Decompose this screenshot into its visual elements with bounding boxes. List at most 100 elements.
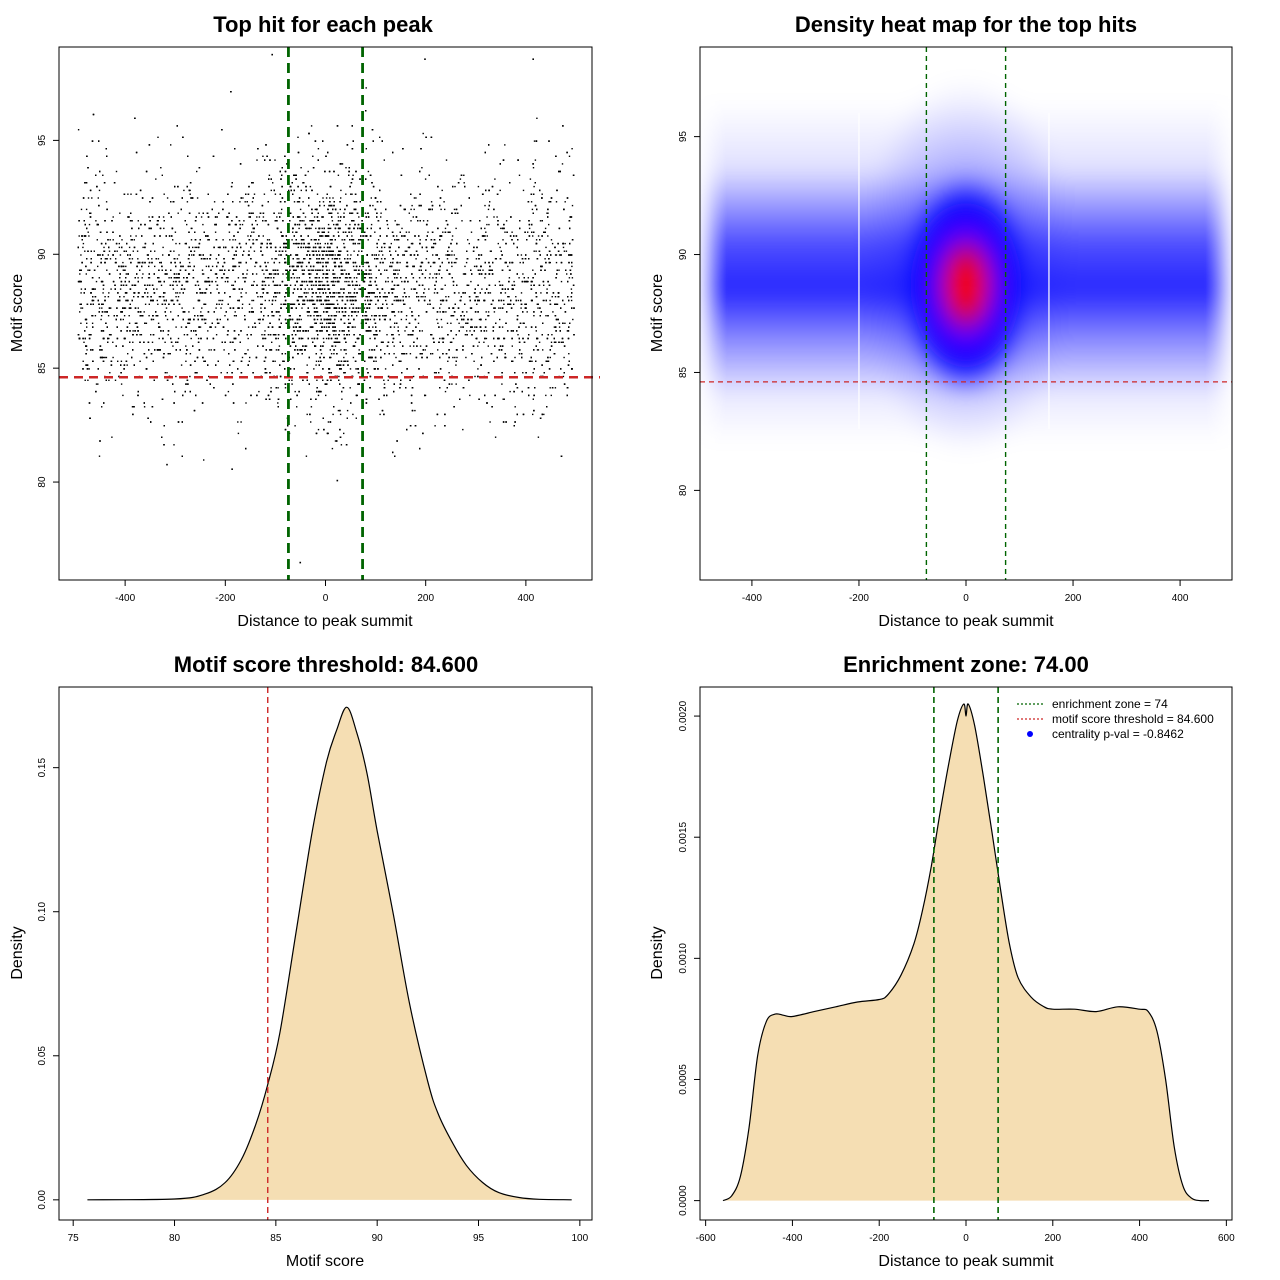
- scatter-point: [175, 242, 177, 245]
- scatter-point: [275, 349, 278, 351]
- scatter-point: [461, 220, 463, 222]
- scatter-point: [355, 269, 357, 271]
- scatter-point: [536, 117, 538, 119]
- scatter-point: [390, 242, 392, 245]
- scatter-point: [140, 334, 143, 336]
- scatter-point: [122, 269, 124, 271]
- scatter-point: [132, 330, 134, 332]
- scatter-point: [259, 296, 262, 298]
- scatter-point: [221, 299, 224, 302]
- scatter-point: [386, 307, 389, 309]
- scatter-point: [511, 231, 513, 233]
- scatter-point: [334, 337, 337, 340]
- scatter-point: [518, 277, 520, 279]
- scatter-point: [266, 269, 268, 271]
- scatter-point: [432, 277, 434, 279]
- scatter-point: [336, 292, 338, 294]
- scatter-point: [345, 193, 347, 195]
- scatter-point: [148, 315, 150, 317]
- scatter-point: [297, 246, 299, 249]
- scatter-point: [261, 288, 263, 290]
- scatter-point: [139, 360, 141, 362]
- scatter-point: [413, 208, 415, 211]
- scatter-point: [455, 227, 457, 230]
- scatter-point: [561, 163, 564, 165]
- scatter-point: [385, 315, 387, 317]
- scatter-point: [157, 303, 159, 305]
- scatter-point: [466, 311, 468, 313]
- scatter-point: [95, 280, 98, 283]
- scatter-point: [114, 379, 117, 381]
- scatter-point: [205, 265, 208, 268]
- scatter-point: [101, 406, 103, 408]
- scatter-point: [352, 311, 354, 313]
- scatter-point: [550, 341, 553, 343]
- scatter-point: [346, 277, 348, 279]
- scatter-point: [197, 337, 200, 340]
- scatter-point: [292, 231, 294, 233]
- scatter-point: [155, 178, 157, 180]
- scatter-point: [370, 223, 373, 226]
- scatter-point: [217, 246, 220, 249]
- scatter-point: [346, 417, 348, 419]
- scatter-point: [408, 296, 410, 298]
- scatter-point: [448, 372, 450, 374]
- scatter-point: [328, 227, 331, 230]
- scatter-point: [327, 227, 329, 230]
- scatter-point: [313, 284, 315, 286]
- scatter-point: [302, 182, 304, 184]
- scatter-point: [172, 345, 174, 347]
- scatter-point: [120, 383, 123, 385]
- scatter-point: [520, 254, 523, 256]
- scatter-point: [364, 235, 366, 237]
- scatter-point: [343, 212, 345, 214]
- scatter-point: [326, 322, 328, 324]
- scatter-point: [387, 277, 389, 279]
- scatter-point: [193, 250, 196, 252]
- scatter-point: [220, 299, 222, 302]
- scatter-point: [253, 231, 255, 233]
- scatter-point: [327, 299, 329, 302]
- scatter-point: [469, 330, 471, 332]
- scatter-point: [424, 394, 427, 397]
- scatter-point: [331, 220, 334, 222]
- scatter-point: [194, 246, 196, 249]
- scatter-point: [532, 167, 535, 169]
- scatter-point: [122, 261, 124, 264]
- scatter-point: [527, 277, 529, 279]
- scatter-point: [363, 288, 366, 290]
- scatter-point: [494, 436, 497, 438]
- scatter-point: [538, 341, 541, 343]
- scatter-point: [422, 296, 424, 298]
- scatter-point: [200, 311, 202, 313]
- scatter-point: [412, 277, 414, 279]
- scatter-point: [252, 239, 254, 241]
- scatter-point: [522, 273, 524, 275]
- scatter-point: [380, 216, 382, 218]
- scatter-point: [242, 277, 244, 279]
- scatter-point: [307, 170, 309, 173]
- scatter-point: [366, 227, 369, 230]
- scatter-point: [167, 334, 169, 336]
- scatter-point: [279, 246, 281, 249]
- scatter-point: [396, 284, 398, 286]
- scatter-point: [365, 87, 367, 89]
- scatter-point: [549, 261, 551, 264]
- scatter-point: [422, 132, 424, 135]
- scatter-point: [274, 193, 277, 195]
- scatter-point: [100, 318, 102, 321]
- scatter-point: [425, 258, 428, 260]
- scatter-point: [349, 368, 352, 370]
- scatter-point: [489, 201, 491, 203]
- scatter-point: [215, 280, 217, 283]
- scatter-point: [340, 444, 343, 446]
- scatter-point: [223, 349, 225, 351]
- scatter-point: [154, 265, 156, 268]
- scatter-point: [312, 299, 315, 302]
- scatter-point: [571, 204, 574, 207]
- scatter-point: [121, 239, 123, 241]
- scatter-point: [318, 220, 320, 222]
- scatter-point: [308, 288, 310, 290]
- scatter-point: [384, 242, 386, 245]
- scatter-point: [476, 303, 478, 305]
